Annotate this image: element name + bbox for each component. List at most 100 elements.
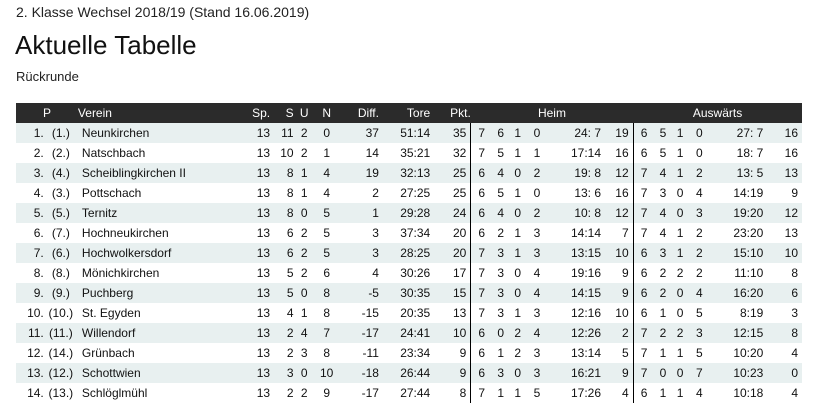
- row-previous-position: (1.): [43, 123, 78, 143]
- row-home-points: 9: [601, 283, 634, 303]
- header-diff[interactable]: Diff.: [338, 103, 379, 123]
- table-row[interactable]: 6. (7.) Hochneukirchen 13 6 2 5 3 37:34 20 6 2 1 3 14:…: [16, 223, 802, 243]
- row-home-points: 9: [601, 263, 634, 283]
- row-away-games: 6: [632, 123, 655, 143]
- table-row[interactable]: 9. (9.) Puchberg 13 5 0 8 -5 30:35 15 7 3 0 4 14:15 9 6 2…: [16, 283, 802, 303]
- row-away-games: 7: [632, 343, 655, 363]
- header-position[interactable]: P: [16, 103, 78, 123]
- row-home-games: 7: [470, 143, 493, 163]
- row-away-wins: 4: [654, 223, 672, 243]
- row-losses: 0: [314, 123, 339, 143]
- row-points: 32: [430, 143, 471, 163]
- table-row[interactable]: 10. (10.) St. Egyden 13 4 1 8 -15 20:35 13 7 3 1 3 12:…: [16, 303, 802, 323]
- row-away-draws: 0: [671, 303, 689, 323]
- table-row[interactable]: 13. (12.) Schottwien 13 3 0 10 -18 26:44 9 6 3 0 3 16:…: [16, 363, 802, 383]
- row-home-wins: 4: [492, 203, 510, 223]
- row-away-draws: 1: [671, 383, 689, 403]
- table-row[interactable]: 1. (1.) Neunkirchen 13 11 2 0 37 51:14 35 7 6 1 0 24: …: [16, 123, 802, 143]
- header-wins[interactable]: S: [270, 103, 294, 123]
- row-home-points: 7: [601, 223, 634, 243]
- row-away-goals: 19:20: [709, 203, 764, 223]
- row-home-draws: 1: [509, 123, 527, 143]
- row-draws: 3: [293, 343, 315, 363]
- row-position: 2.: [16, 143, 44, 163]
- row-away-goals: 10:23: [709, 363, 764, 383]
- row-home-games: 6: [470, 363, 493, 383]
- row-home-games: 7: [470, 303, 493, 323]
- row-diff: -5: [338, 283, 379, 303]
- row-home-games: 6: [470, 183, 493, 203]
- row-position: 14.: [16, 383, 44, 403]
- row-away-goals: 27: 7: [709, 123, 764, 143]
- row-points: 9: [430, 343, 471, 363]
- header-away[interactable]: Auswärts: [633, 103, 802, 123]
- row-home-goals: 12:26: [547, 323, 602, 343]
- row-away-losses: 5: [688, 343, 710, 363]
- row-away-goals: 18: 7: [709, 143, 764, 163]
- row-diff: 2: [338, 183, 379, 203]
- table-row[interactable]: 4. (3.) Pottschach 13 8 1 4 2 27:25 25 6 5 1 0 13: 6 16…: [16, 183, 802, 203]
- row-losses: 5: [314, 243, 339, 263]
- row-home-losses: 3: [526, 303, 548, 323]
- header-club[interactable]: Verein: [77, 103, 226, 123]
- row-wins: 8: [270, 203, 294, 223]
- row-points: 17: [430, 263, 471, 283]
- header-games[interactable]: Sp.: [225, 103, 271, 123]
- row-club-name: Natschbach: [77, 143, 226, 163]
- row-goals: 24:41: [378, 323, 431, 343]
- row-home-losses: 0: [526, 183, 548, 203]
- row-home-wins: 5: [492, 143, 510, 163]
- row-away-draws: 0: [671, 203, 689, 223]
- row-goals: 30:35: [378, 283, 431, 303]
- row-home-games: 7: [470, 263, 493, 283]
- row-home-points: 5: [601, 343, 634, 363]
- row-away-points: 13: [763, 223, 802, 243]
- row-away-wins: 4: [654, 203, 672, 223]
- row-goals: 51:14: [378, 123, 431, 143]
- row-previous-position: (8.): [43, 263, 78, 283]
- row-home-points: 16: [601, 183, 634, 203]
- row-away-goals: 15:10: [709, 243, 764, 263]
- row-draws: 0: [293, 283, 315, 303]
- row-away-points: 10: [763, 243, 802, 263]
- row-club-name: Ternitz: [77, 203, 226, 223]
- row-away-losses: 7: [688, 363, 710, 383]
- row-away-goals: 13: 5: [709, 163, 764, 183]
- row-away-points: 4: [763, 383, 802, 403]
- header-draws[interactable]: U: [293, 103, 315, 123]
- row-position: 1.: [16, 123, 44, 143]
- header-goals[interactable]: Tore: [378, 103, 431, 123]
- row-points: 35: [430, 123, 471, 143]
- row-home-draws: 0: [509, 283, 527, 303]
- header-points[interactable]: Pkt.: [430, 103, 471, 123]
- table-row[interactable]: 3. (4.) Scheiblingkirchen II 13 8 1 4 19 32:13 25…: [16, 163, 802, 183]
- table-row[interactable]: 7. (6.) Hochwolkersdorf 13 6 2 5 3 28:25 20 7 3 1 3 13…: [16, 243, 802, 263]
- row-home-goals: 16:21: [547, 363, 602, 383]
- row-home-wins: 2: [492, 223, 510, 243]
- row-home-games: 6: [470, 163, 493, 183]
- table-row[interactable]: 12. (14.) Grünbach 13 2 3 8 -11 23:34 9 6 1 2 3 13:14 5…: [16, 343, 802, 363]
- row-away-wins: 4: [654, 163, 672, 183]
- row-away-wins: 5: [654, 143, 672, 163]
- row-position: 8.: [16, 263, 44, 283]
- table-row[interactable]: 8. (8.) Mönichkirchen 13 5 2 6 4 30:26 17 7 3 0 4 19:1…: [16, 263, 802, 283]
- row-home-wins: 3: [492, 263, 510, 283]
- row-points: 15: [430, 283, 471, 303]
- header-losses[interactable]: N: [314, 103, 339, 123]
- row-games: 13: [225, 383, 271, 403]
- table-row[interactable]: 11. (11.) Willendorf 13 2 4 7 -17 24:41 10 6 0 2 4 12:…: [16, 323, 802, 343]
- row-points: 10: [430, 323, 471, 343]
- table-row[interactable]: 5. (5.) Ternitz 13 8 0 5 1 29:28 24 6 4 0 2 10: 8 12 7 4 0…: [16, 203, 802, 223]
- row-points: 9: [430, 363, 471, 383]
- row-losses: 7: [314, 323, 339, 343]
- row-losses: 10: [314, 363, 339, 383]
- row-position: 9.: [16, 283, 44, 303]
- row-away-points: 4: [763, 343, 802, 363]
- row-home-games: 7: [470, 383, 493, 403]
- table-row[interactable]: 14. (13.) Schlöglmühl 13 2 2 9 -17 27:44 8 7 1 1 5 17:…: [16, 383, 802, 403]
- header-home[interactable]: Heim: [470, 103, 634, 123]
- row-draws: 2: [293, 223, 315, 243]
- row-draws: 1: [293, 163, 315, 183]
- row-diff: -18: [338, 363, 379, 383]
- table-row[interactable]: 2. (2.) Natschbach 13 10 2 1 14 35:21 32 7 5 1 1 17:14…: [16, 143, 802, 163]
